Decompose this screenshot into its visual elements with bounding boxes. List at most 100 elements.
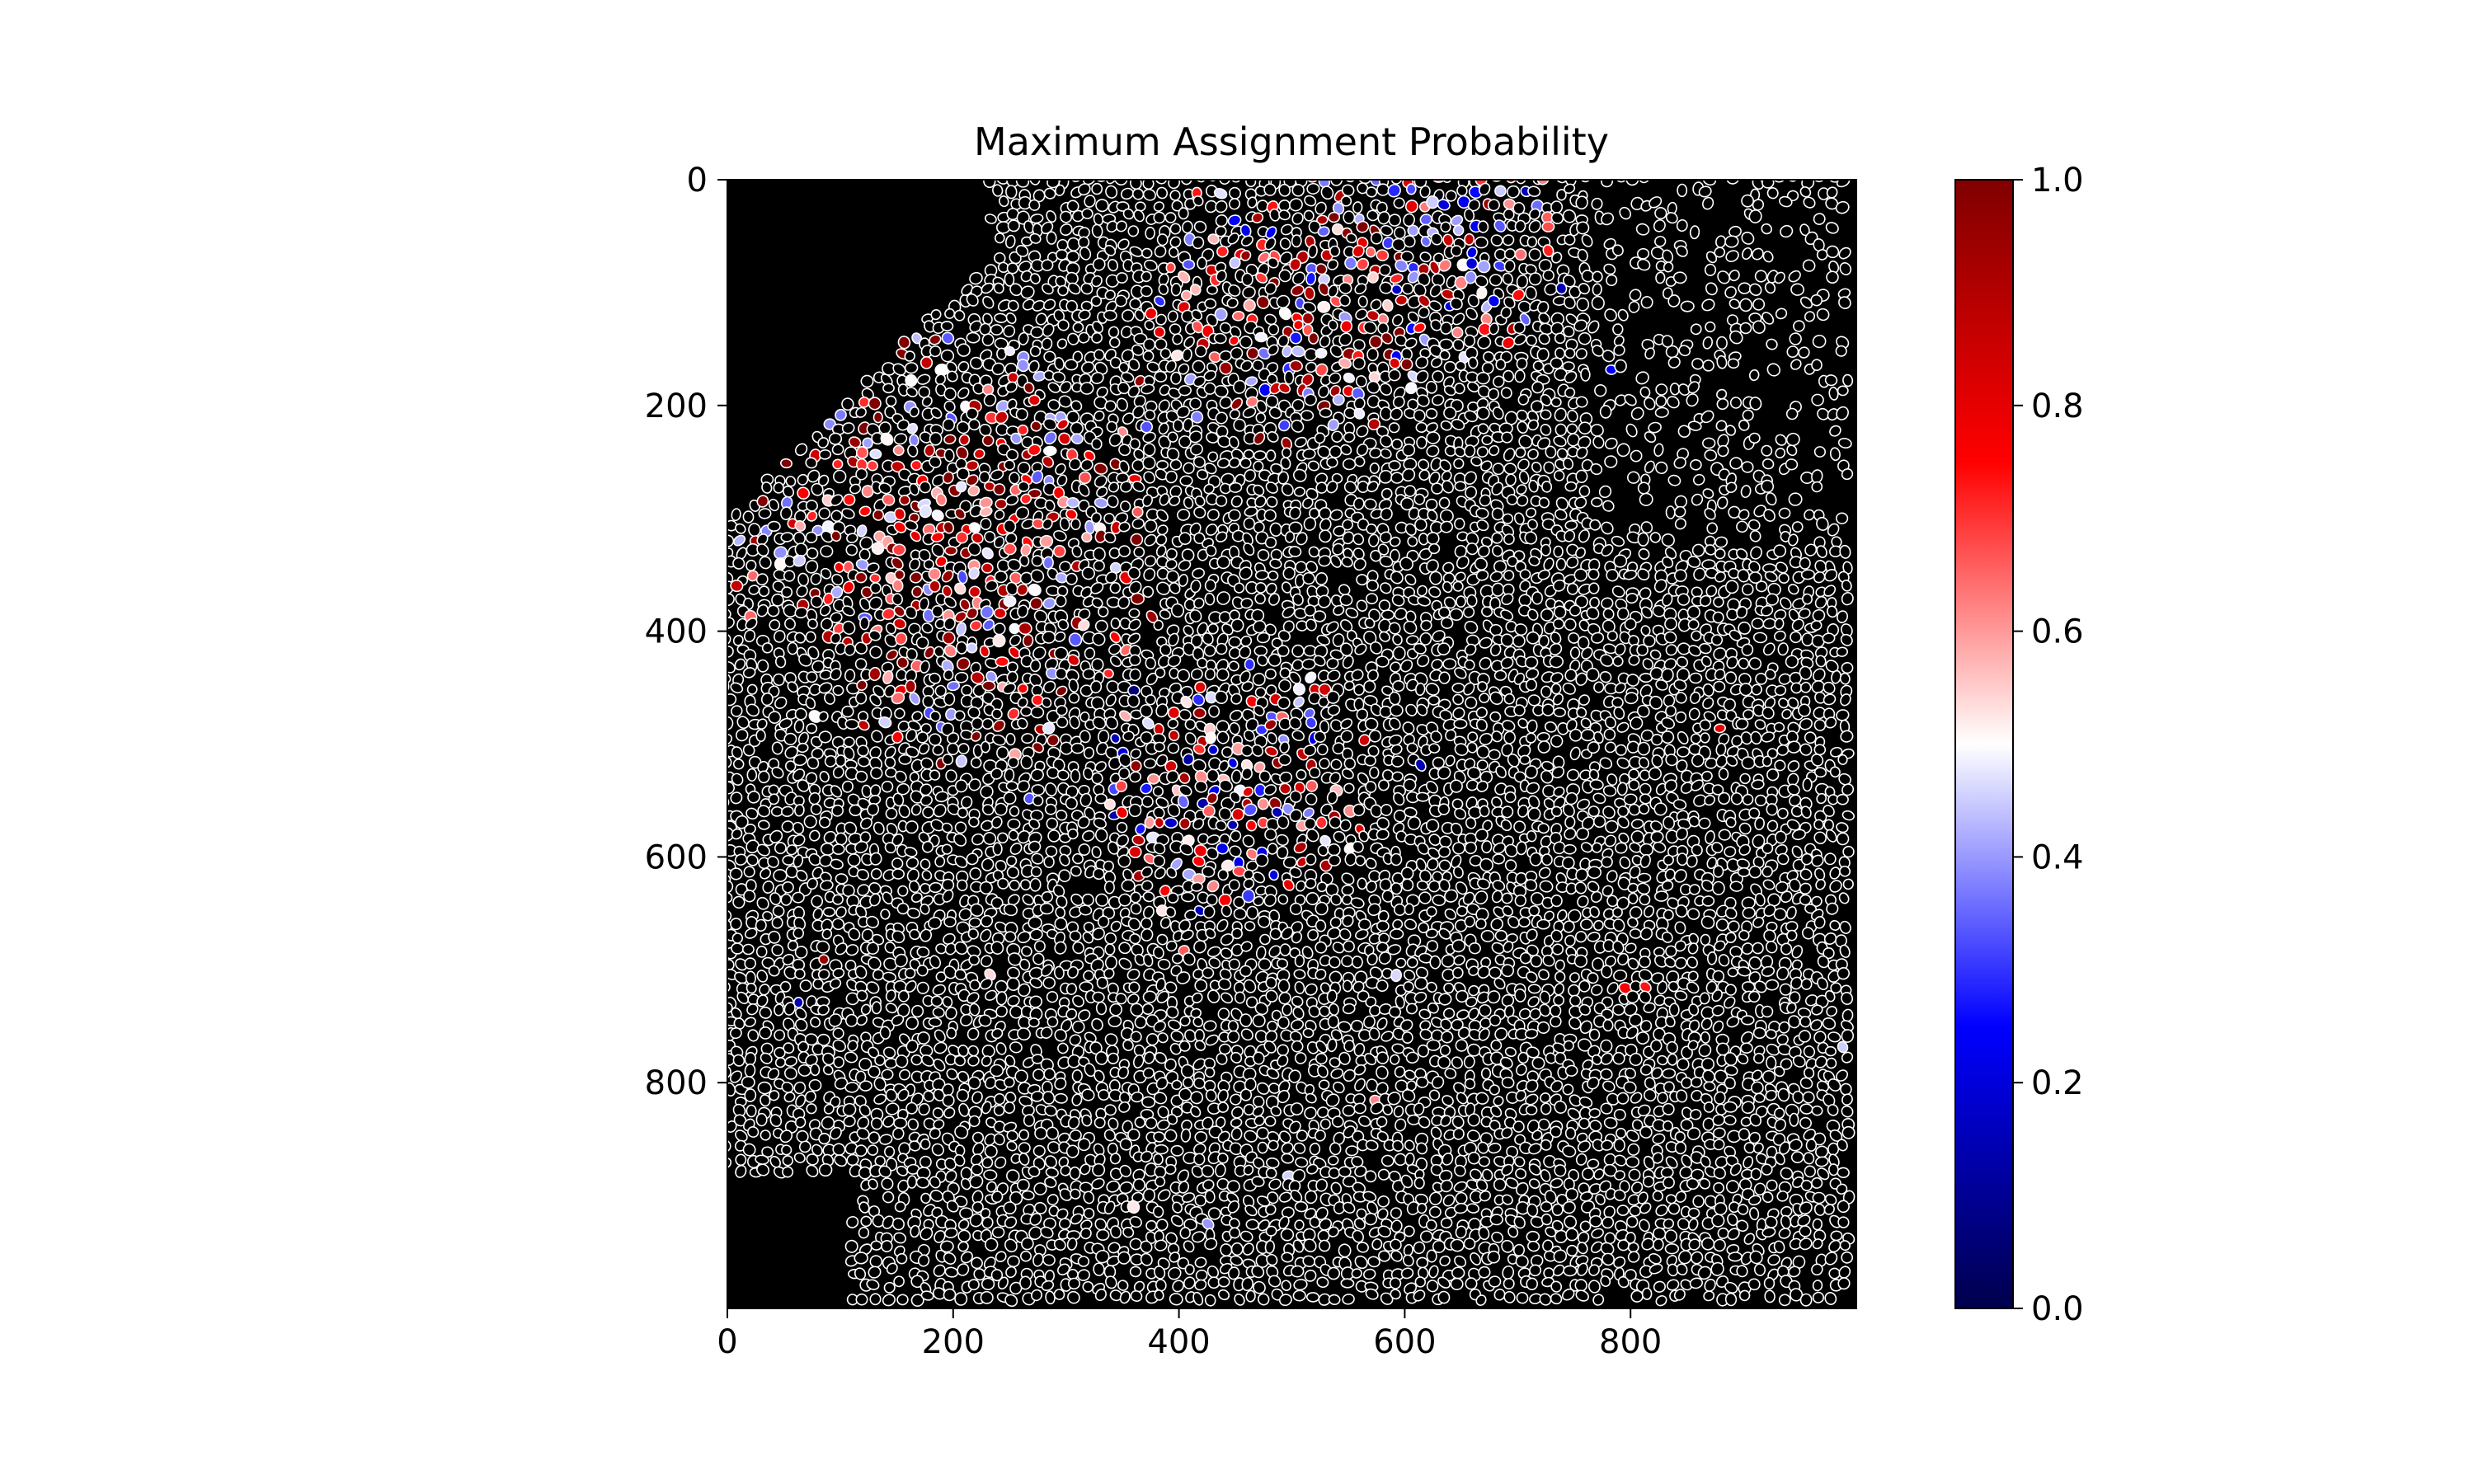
cell-mark [1619,206,1632,220]
cell-mark [1281,223,1293,236]
cell-mark [1291,644,1305,658]
cell-mark [1170,371,1182,385]
cell-mark [1387,183,1401,198]
cell-mark [1357,295,1368,308]
cell-mark [1255,272,1268,284]
cell-mark [1317,226,1330,237]
cell-mark [1752,632,1768,644]
cell-mark [1541,481,1553,493]
cell-mark [1474,236,1489,249]
cell-mark [1665,505,1676,519]
cell-mark [1254,331,1268,343]
cell-mark [1246,905,1259,920]
cell-mark [1316,214,1329,225]
cell-mark [1130,759,1142,773]
cell-mark [929,580,941,593]
cell-mark [1505,473,1517,486]
cell-mark [1308,220,1321,234]
cell-mark [1091,275,1103,288]
cell-mark [1144,259,1158,271]
cell-mark [920,356,934,369]
cell-mark [1208,705,1221,718]
cell-mark [1070,742,1084,754]
cell-mark [1142,188,1156,201]
cell-mark [1244,658,1255,671]
cell-mark [1043,187,1056,200]
cell-mark [1785,407,1799,420]
cell-mark [1294,954,1305,968]
cell-mark [1243,517,1256,530]
cell-mark [994,251,1006,265]
cell-mark [990,324,1004,336]
cell-mark [1141,796,1154,808]
cell-mark [1140,285,1153,298]
cell-mark [1229,256,1241,270]
cell-mark [1366,593,1378,605]
cell-mark [1489,623,1503,636]
cell-mark [984,214,997,224]
cell-mark [992,842,1003,856]
cell-mark [1153,211,1166,224]
cell-mark [1407,224,1419,237]
cell-mark [1625,180,1639,186]
cell-mark [1065,496,1080,509]
cell-mark [1356,257,1370,271]
cell-mark [1145,226,1155,240]
cell-mark [1193,220,1207,233]
cell-mark [1370,232,1383,245]
cell-mark [1046,231,1057,245]
cell-mark [1537,822,1550,834]
cell-mark [731,942,745,955]
cell-mark [1725,250,1739,262]
cell-mark [1445,190,1457,202]
cell-mark [1253,450,1267,461]
cell-mark [1577,248,1588,262]
cell-mark [1530,954,1543,968]
cell-mark [1365,246,1376,258]
cell-mark [1718,829,1732,841]
cell-mark [1752,180,1764,190]
cell-mark [961,284,974,296]
cell-mark [1357,182,1369,195]
cell-mark [1029,214,1044,224]
cell-mark [1654,235,1667,247]
cell-mark [1676,245,1688,257]
chart-title: Maximum Assignment Probability [974,120,1609,164]
cell-mark [993,282,1004,294]
cell-mark [1116,272,1128,284]
cell-mark [1356,574,1368,586]
cell-mark [1491,582,1505,597]
cell-mark [1495,359,1507,371]
cell-mark [1018,622,1032,636]
cell-mark [1064,359,1079,371]
cell-mark [1156,459,1169,470]
cell-mark [1672,271,1687,284]
cell-mark [1366,347,1379,362]
cell-mark [1481,840,1493,854]
cell-mark [1265,226,1277,239]
cell-mark [1586,667,1600,682]
cell-mark [1680,300,1695,312]
cell-mark [1320,186,1334,200]
cell-mark [1741,231,1755,245]
cell-mark [1391,237,1406,251]
cell-mark [1655,383,1668,396]
cell-mark [1663,261,1674,273]
cell-mark [1826,186,1838,199]
cell-mark [1155,667,1166,679]
cell-mark [1169,190,1181,201]
cell-mark [1494,185,1507,197]
cell-mark [943,692,956,707]
cell-mark [1343,782,1355,794]
cell-mark [828,432,843,445]
cell-mark [1239,965,1253,978]
cell-mark [1636,247,1650,260]
cell-mark [1393,197,1405,209]
cell-mark [1516,841,1527,856]
cell-mark [1278,269,1291,283]
cell-mark [1788,270,1801,283]
cell-mark [1192,236,1205,250]
cell-mark [1689,225,1700,240]
cell-mark [1718,768,1729,781]
cell-mark [1129,298,1142,310]
